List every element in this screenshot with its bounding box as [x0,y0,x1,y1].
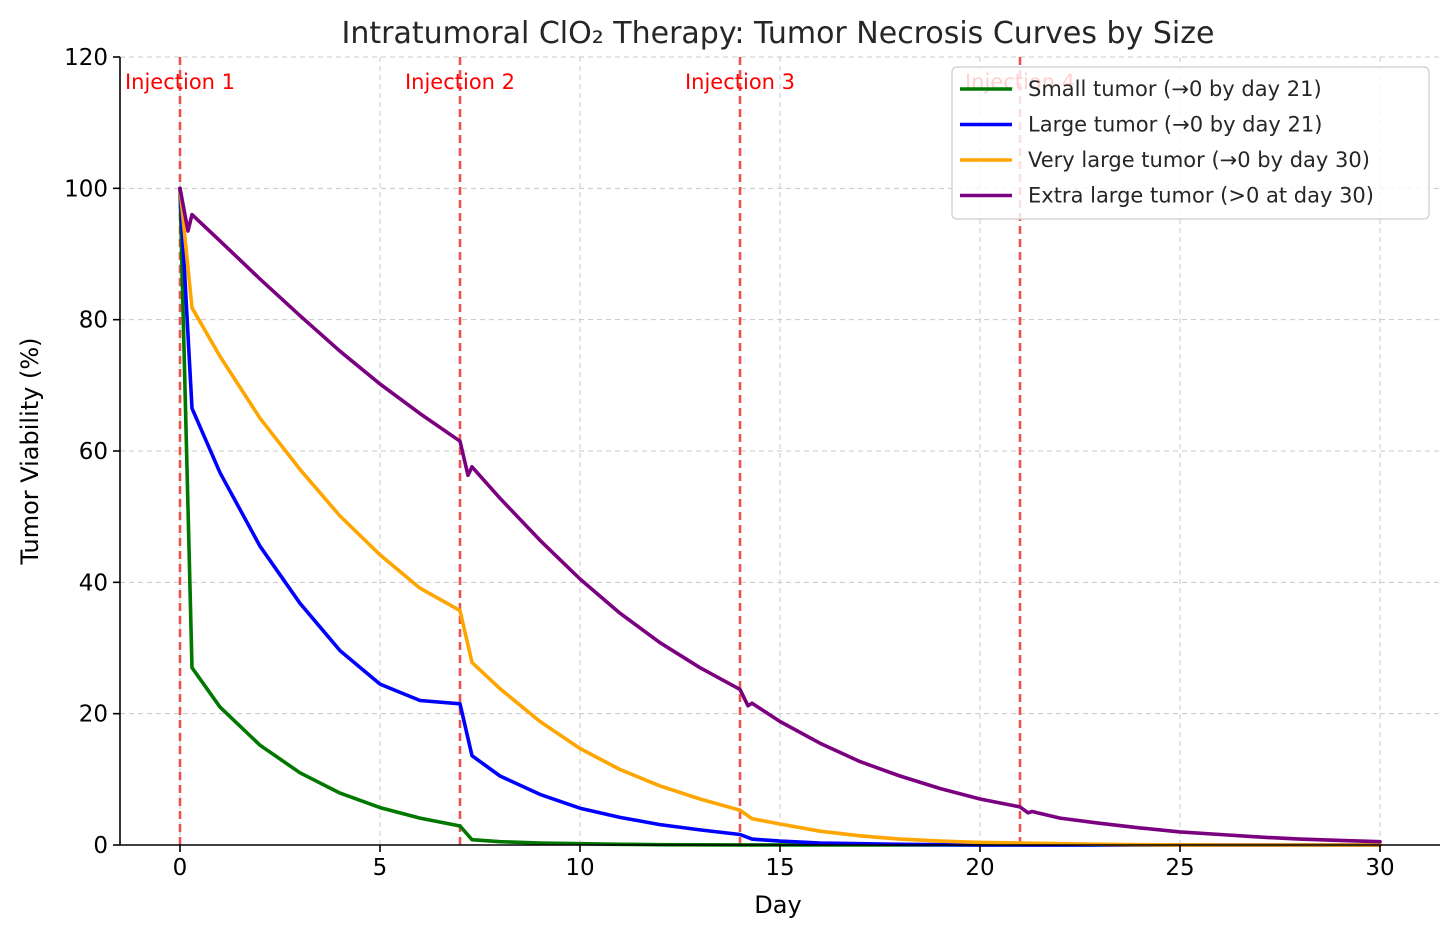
axes: 0 5 10 15 20 25 30 0 20 40 60 80 100 120 [64,45,1440,881]
legend-box [951,66,1430,220]
x-tick-label: 10 [565,855,594,881]
y-tick-label: 100 [64,176,108,202]
y-tick-label: 60 [79,439,108,465]
chart-title: Intratumoral ClO₂ Therapy: Tumor Necrosi… [342,16,1215,51]
y-tick-label: 80 [79,308,108,334]
x-tick-label: 0 [173,855,188,881]
x-tick-label: 5 [373,855,388,881]
injection-label: Injection 3 [685,70,795,94]
legend: Small tumor (→0 by day 21) Large tumor (→… [951,66,1430,220]
x-tick-label: 30 [1365,855,1394,881]
y-tick-label: 0 [93,833,108,859]
injection-label: Injection 2 [405,70,515,94]
x-tick-label: 20 [965,855,994,881]
y-axis-label: Tumor Viability (%) [16,337,44,565]
y-tick-label: 40 [79,570,108,596]
series-line [178,186,1382,844]
legend-label: Large tumor (→0 by day 21) [1028,113,1322,137]
legend-label: Extra large tumor (>0 at day 30) [1028,184,1374,208]
y-tick-label: 20 [79,702,108,728]
legend-label: Very large tumor (→0 by day 30) [1028,148,1370,172]
grid [120,56,1440,846]
x-tick-label: 25 [1165,855,1194,881]
x-axis-label: Day [754,891,801,919]
x-tick-label: 15 [765,855,794,881]
y-tick-label: 120 [64,45,108,71]
legend-label: Small tumor (→0 by day 21) [1028,77,1322,101]
injection-label: Injection 1 [125,70,235,94]
